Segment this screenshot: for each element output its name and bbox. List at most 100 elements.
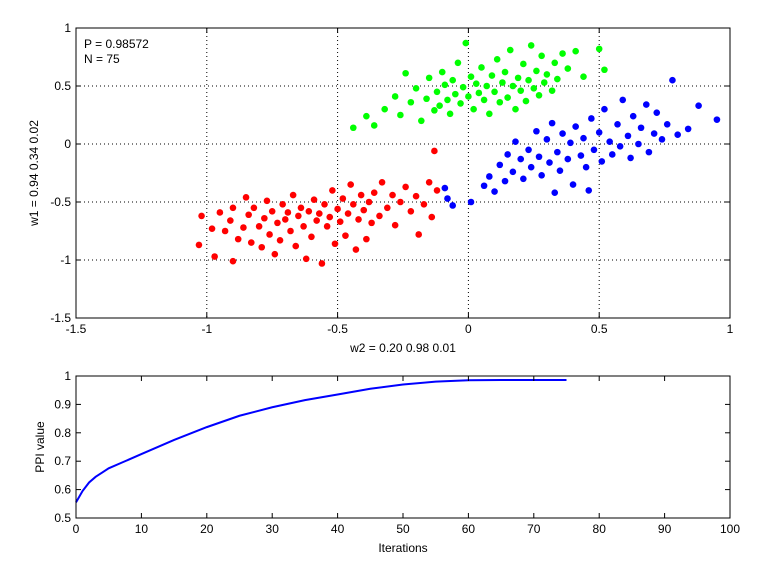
scatter-point <box>370 122 378 129</box>
scatter-point <box>402 183 409 191</box>
x-tick-label: 30 <box>266 522 280 536</box>
scatter-point <box>292 242 300 250</box>
scatter-point <box>433 187 441 194</box>
scatter-point <box>449 202 457 209</box>
x-tick-label: 10 <box>135 522 149 536</box>
scatter-point <box>548 87 556 94</box>
scatter-point <box>546 159 553 166</box>
scatter-point <box>342 232 349 239</box>
scatter-point <box>389 191 396 199</box>
scatter-plot: -1.5 -1 -0.5 0 0.5 1 -1.5 -1 -0.5 0 0.5 1 P = 0.985… <box>27 21 734 355</box>
scatter-point <box>535 153 543 161</box>
scatter-point <box>517 87 525 94</box>
scatter-y-axis-label: w1 = 0.94 0.34 0.02 <box>27 120 41 227</box>
scatter-point <box>331 240 339 248</box>
scatter-point <box>407 207 415 215</box>
scatter-point <box>444 96 451 104</box>
scatter-point <box>478 64 485 71</box>
scatter-point <box>645 148 653 156</box>
scatter-point <box>384 204 391 212</box>
x-tick-label: 90 <box>658 522 672 536</box>
scatter-point <box>554 75 561 83</box>
scatter-point <box>431 107 438 114</box>
line-ticks: 0 10 20 30 40 50 60 70 80 90 100 0.5 0.6 0.7 0.8 0.9 1 <box>54 369 740 536</box>
scatter-point <box>349 124 357 132</box>
scatter-points <box>195 39 721 267</box>
scatter-point <box>457 100 464 107</box>
scatter-point <box>229 257 237 265</box>
scatter-point <box>608 151 616 158</box>
scatter-point <box>391 221 399 229</box>
scatter-point <box>227 217 234 224</box>
scatter-point <box>569 181 577 188</box>
scatter-point <box>308 233 315 241</box>
scatter-point <box>271 250 279 258</box>
scatter-point <box>642 101 650 108</box>
scatter-point <box>334 205 341 213</box>
scatter-point <box>323 223 331 230</box>
scatter-point <box>559 50 566 57</box>
scatter-point <box>551 59 559 67</box>
scatter-point <box>349 201 357 208</box>
scatter-point <box>441 184 449 192</box>
scatter-point <box>381 105 388 113</box>
scatter-point <box>564 65 572 72</box>
scatter-point <box>234 235 242 243</box>
scatter-point <box>208 225 216 232</box>
scatter-point <box>619 96 627 104</box>
scatter-point <box>572 123 579 130</box>
scatter-point <box>363 235 370 243</box>
x-tick-label: 0.5 <box>591 322 608 336</box>
scatter-point <box>470 105 477 113</box>
scatter-point <box>467 198 475 206</box>
scatter-point <box>240 224 247 231</box>
scatter-point <box>433 88 441 96</box>
scatter-point <box>321 201 328 208</box>
scatter-point <box>520 175 527 183</box>
scatter-point <box>318 260 326 267</box>
scatter-point <box>525 146 532 154</box>
scatter-point <box>480 96 488 104</box>
scatter-point <box>506 46 514 54</box>
x-tick-label: 0 <box>465 322 472 336</box>
scatter-point <box>355 216 362 223</box>
scatter-point <box>650 130 658 137</box>
x-tick-label: 40 <box>331 522 345 536</box>
scatter-point <box>496 98 504 106</box>
scatter-point <box>459 83 467 91</box>
scatter-point <box>263 197 271 205</box>
scatter-point <box>543 71 551 78</box>
scatter-point <box>313 217 320 224</box>
scatter-point <box>559 130 566 137</box>
scatter-point <box>499 79 506 86</box>
scatter-point <box>658 136 666 143</box>
scatter-point <box>326 213 334 221</box>
x-tick-label: 20 <box>200 522 214 536</box>
scatter-point <box>624 132 632 140</box>
scatter-point <box>491 88 498 96</box>
scatter-point <box>347 181 354 188</box>
x-tick-label: 60 <box>462 522 476 536</box>
scatter-point <box>329 187 336 194</box>
scatter-point <box>533 67 540 75</box>
scatter-point <box>512 138 519 145</box>
scatter-point <box>221 227 229 235</box>
scatter-point <box>423 95 430 103</box>
scatter-point <box>486 110 493 118</box>
scatter-point <box>606 138 613 145</box>
scatter-x-axis-label: w2 = 0.20 0.98 0.01 <box>349 341 456 355</box>
scatter-point <box>261 214 268 222</box>
scatter-point <box>438 68 446 76</box>
scatter-point <box>467 73 475 81</box>
scatter-point <box>488 72 496 79</box>
scatter-point <box>446 110 454 118</box>
scatter-point <box>415 231 422 238</box>
scatter-point <box>302 255 310 263</box>
scatter-point <box>300 223 307 230</box>
scatter-point <box>378 178 386 186</box>
scatter-point <box>663 120 671 128</box>
scatter-point <box>428 213 436 221</box>
scatter-point <box>525 76 532 84</box>
line-plot: 0 10 20 30 40 50 60 70 80 90 100 0.5 0.6 0.7 0.8 0.9 1 I… <box>33 369 740 555</box>
scatter-point <box>483 82 491 90</box>
